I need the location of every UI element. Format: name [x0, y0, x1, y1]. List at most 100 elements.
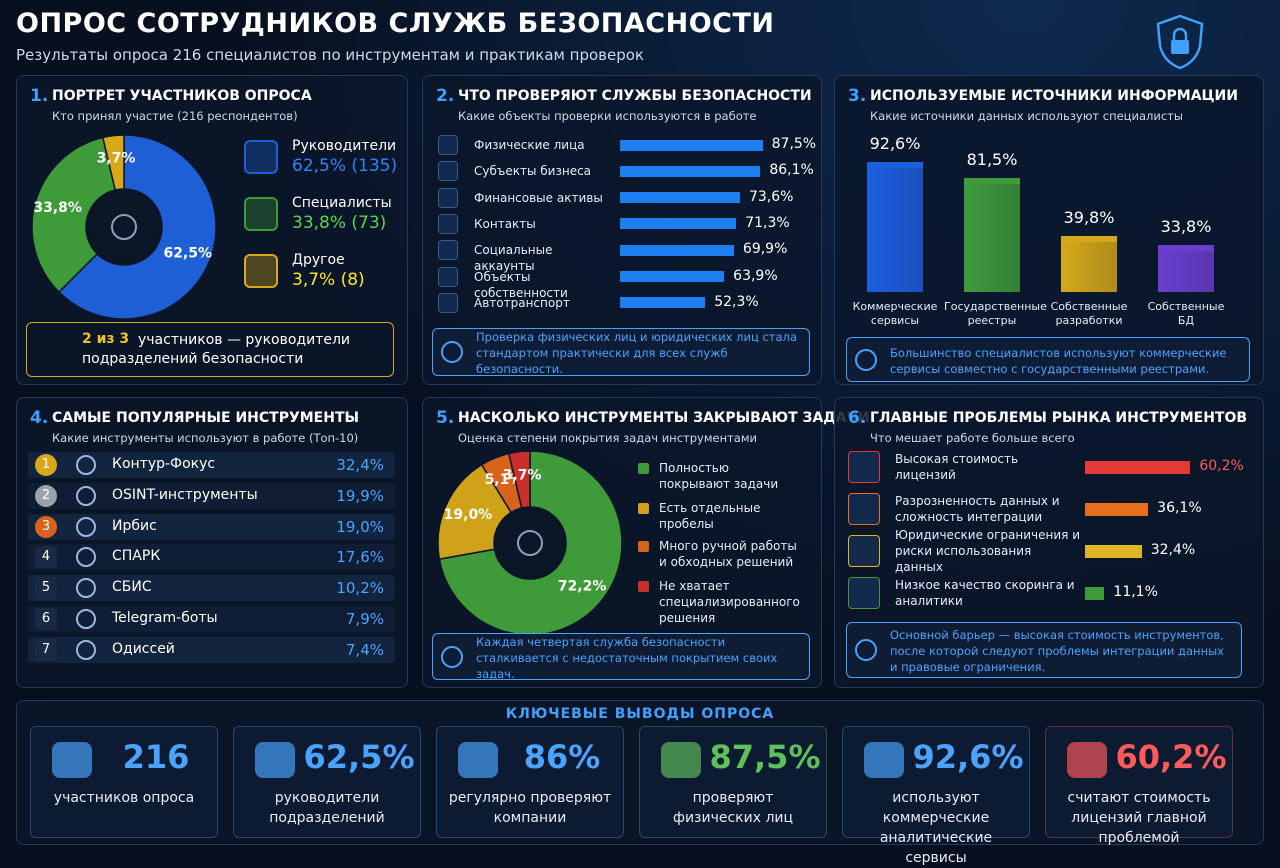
bar — [620, 192, 740, 204]
bar — [1158, 244, 1214, 292]
bar — [620, 165, 761, 177]
donut-segment — [507, 450, 531, 509]
value-label: 73,6% — [748, 188, 794, 205]
tool-name: СБИС — [112, 579, 152, 596]
panel-title: НАСКОЛЬКО ИНСТРУМЕНТЫ ЗАКРЫВАЮТ ЗАДАЧИ — [458, 410, 870, 426]
card-value: 86% — [523, 738, 601, 776]
bar — [1085, 544, 1142, 558]
row-label: Контакты — [474, 216, 536, 231]
value-label: 33,8% — [33, 200, 82, 216]
panel — [834, 397, 1264, 688]
value-label: 52,3% — [714, 293, 759, 310]
panel — [16, 397, 408, 688]
legend-name: Другое — [292, 252, 345, 268]
tool-name: OSINT-инструменты — [112, 486, 258, 503]
rank: 4 — [35, 546, 57, 569]
row-icon — [848, 535, 880, 567]
value-label: 69,9% — [742, 241, 788, 258]
note-text: Каждая четвертая служба безопасности ста… — [476, 634, 778, 681]
tool-name: Одиссей — [112, 640, 175, 657]
center-icon — [111, 214, 137, 240]
value-label: 11,1% — [1113, 584, 1158, 600]
card-value: 62,5% — [303, 738, 415, 776]
legend-label: Не хватает специализированного решения — [659, 579, 800, 625]
panel-number: 6. — [848, 408, 867, 428]
row-icon — [848, 577, 880, 609]
shield-icon — [1156, 14, 1204, 70]
legend-icon — [244, 140, 278, 174]
rank: 7 — [35, 638, 57, 661]
rank: 6 — [35, 608, 57, 630]
tool-value: 7,4% — [345, 640, 384, 659]
chart-svg — [441, 645, 463, 668]
bar — [620, 271, 725, 282]
row-icon — [848, 451, 880, 483]
card-icon — [1067, 742, 1107, 778]
tool-logo — [76, 485, 96, 506]
donut-segment — [31, 136, 117, 294]
row-icon — [438, 213, 458, 234]
legend-label: Есть отдельные пробелы — [659, 501, 761, 531]
rank: 5 — [35, 577, 57, 600]
card-value: 60,2% — [1115, 738, 1227, 776]
panel-title: ГЛАВНЫЕ ПРОБЛЕМЫ РЫНКА ИНСТРУМЕНТОВ — [870, 410, 1248, 426]
value-label: 87,5% — [771, 136, 817, 152]
row-label: Низкое качество скоринга и аналитики — [895, 578, 1075, 608]
bar — [1085, 460, 1191, 474]
note-icon — [441, 341, 463, 363]
tool-logo — [76, 547, 96, 568]
panel-number: 4. — [30, 408, 49, 428]
legend-value: 3,7% (8) — [292, 270, 365, 290]
panel-subtitle: Какие источники данных используют специа… — [870, 109, 1183, 123]
note-icon — [855, 639, 877, 661]
donut-hole — [496, 509, 564, 577]
value-label: 36,1% — [1157, 500, 1202, 516]
row-icon — [438, 266, 458, 287]
card-label: руководители подразделений — [269, 790, 385, 826]
x-tick-label: Коммерческие сервисы — [852, 300, 938, 327]
card-label: используют коммерческие аналитические се… — [879, 790, 993, 866]
row-label: Социальные аккаунты — [474, 243, 553, 274]
tool-value: 17,6% — [336, 548, 384, 567]
row-icon — [438, 292, 458, 313]
chart-svg — [855, 348, 877, 371]
tool-logo — [76, 639, 96, 660]
x-tick-label: Государственные реестры — [944, 300, 1047, 327]
bar — [1061, 236, 1117, 292]
tool-name: Контур-Фокус — [112, 456, 216, 472]
panel-title: ИСПОЛЬЗУЕМЫЕ ИСТОЧНИКИ ИНФОРМАЦИИ — [870, 88, 1238, 104]
center-icon — [517, 530, 543, 556]
tool-value: 19,9% — [336, 486, 384, 505]
row-label: Разрозненность данных и сложность интегр… — [895, 494, 1060, 524]
page-subtitle: Результаты опроса 216 специалистов по ин… — [16, 46, 644, 64]
row-icon — [848, 493, 880, 525]
note-icon — [855, 348, 877, 371]
value-label: 86,1% — [769, 162, 814, 179]
page-title: ОПРОС СОТРУДНИКОВ СЛУЖБ БЕЗОПАСНОСТИ — [16, 8, 775, 39]
legend-swatch — [638, 503, 649, 514]
panel-subtitle: Что мешает работе больше всего — [870, 431, 1075, 445]
card-icon — [458, 742, 498, 778]
legend-label: Полностью покрывают задачи — [659, 461, 779, 491]
card-value: 87,5% — [709, 738, 821, 776]
legend-name: Руководители — [292, 138, 397, 154]
donut-segment — [101, 134, 125, 191]
bar — [964, 177, 1020, 292]
bar — [620, 244, 734, 256]
legend-name: Специалисты — [292, 195, 392, 211]
note-text: Проверка физических лиц и юридических ли… — [476, 330, 797, 376]
note-box — [432, 633, 810, 680]
tool-logo — [76, 516, 96, 537]
tool-logo — [76, 578, 96, 599]
row-icon — [438, 161, 458, 182]
donut-hole — [88, 191, 160, 263]
value-label: 72,2% — [558, 579, 607, 595]
card-value: 92,6% — [912, 738, 1024, 776]
chart-svg — [441, 341, 463, 363]
row-label: Юридические ограничения и риски использо… — [895, 528, 1080, 574]
tool-logo — [76, 455, 96, 475]
panel-number: 5. — [436, 408, 455, 428]
card-label: проверяют физических лиц — [672, 790, 794, 826]
row-label: Финансовые активы — [474, 190, 603, 205]
row-icon — [438, 187, 458, 208]
